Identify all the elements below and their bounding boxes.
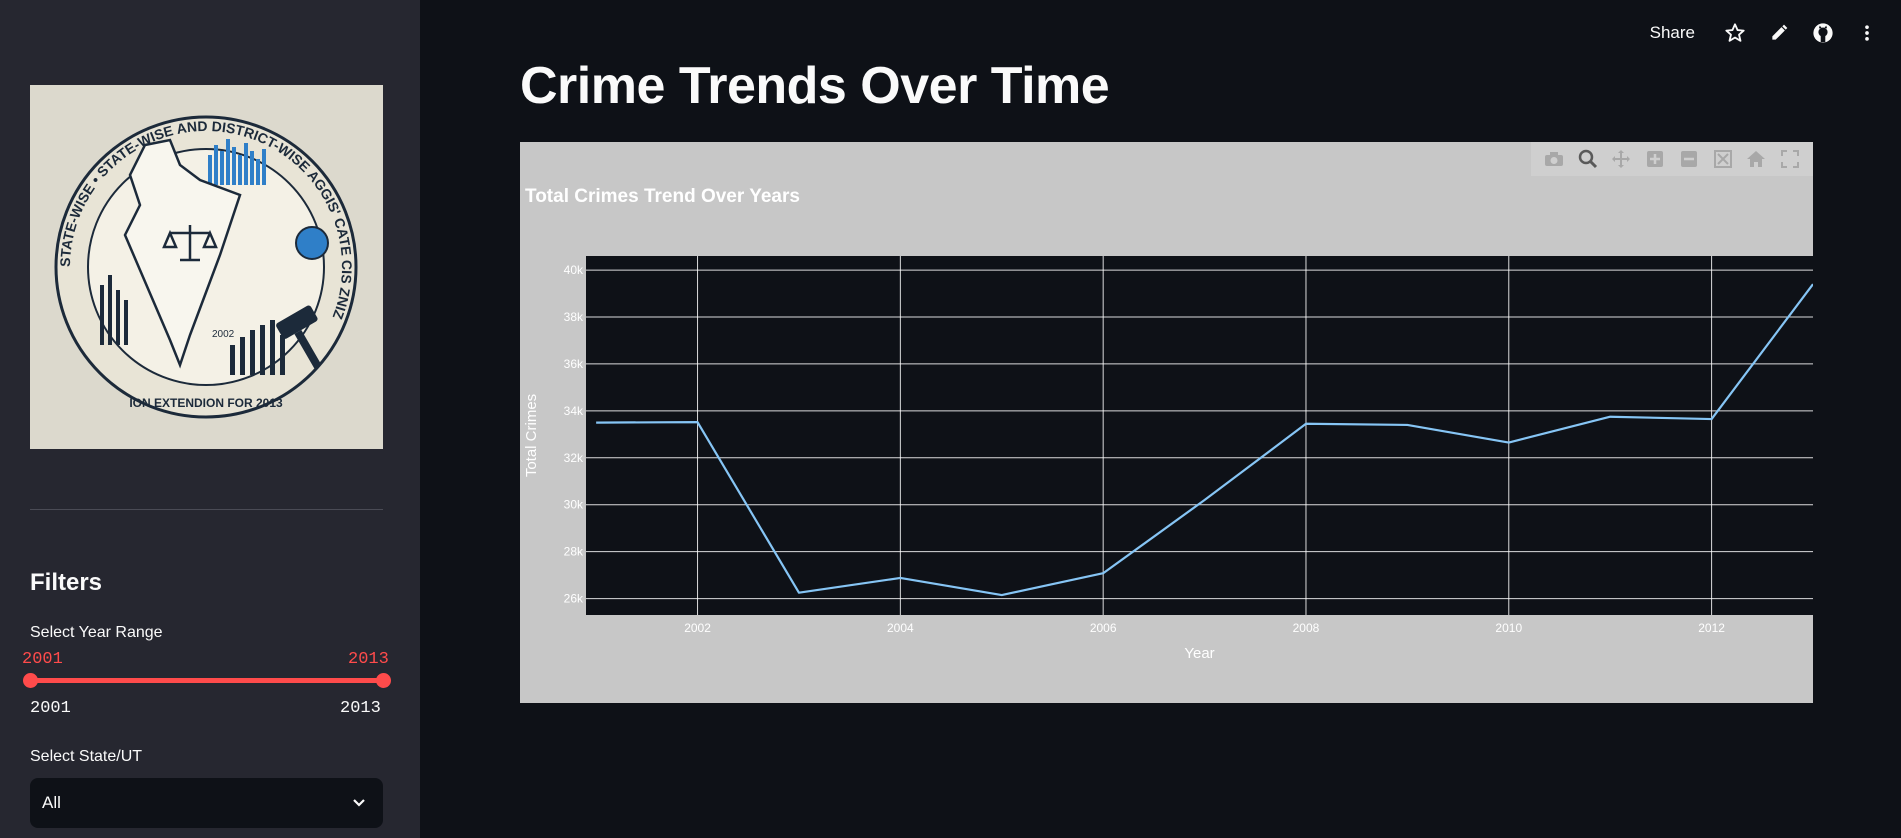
chart-title: Total Crimes Trend Over Years xyxy=(525,186,800,207)
data-point[interactable] xyxy=(1404,422,1410,428)
x-tick-label: 2002 xyxy=(684,621,711,635)
pencil-icon[interactable] xyxy=(1757,18,1801,48)
y-tick-label: 40k xyxy=(564,263,584,277)
data-point[interactable] xyxy=(1100,570,1106,576)
svg-text:2002: 2002 xyxy=(212,329,235,340)
zoom-out-icon[interactable] xyxy=(1678,148,1700,170)
y-tick-label: 28k xyxy=(564,545,584,559)
series-line[interactable] xyxy=(596,283,1813,597)
data-point[interactable] xyxy=(999,592,1005,598)
camera-icon[interactable] xyxy=(1543,148,1565,170)
slider-range-max: 2013 xyxy=(340,699,381,718)
filters-heading: Filters xyxy=(30,569,103,596)
reset-axes-icon[interactable] xyxy=(1745,148,1767,170)
app-toolbar: Share xyxy=(1650,18,1889,48)
slider-selected-max: 2013 xyxy=(348,650,389,669)
page-title: Crime Trends Over Time xyxy=(520,57,1110,115)
slider-range-min: 2001 xyxy=(30,699,71,718)
line-chart[interactable]: 26k 28k 30k 32k 34k 36k 38k 40k 2002 2004 2006 2008… xyxy=(520,142,1813,703)
plot-area xyxy=(586,256,1813,615)
data-point[interactable] xyxy=(1709,416,1715,422)
y-tick-label: 38k xyxy=(564,310,584,324)
state-select-value: All xyxy=(42,793,61,812)
year-range-max-thumb[interactable] xyxy=(376,673,391,688)
y-tick-label: 36k xyxy=(564,357,584,371)
data-point[interactable] xyxy=(796,590,802,596)
data-point[interactable] xyxy=(1506,440,1512,446)
state-select[interactable]: All xyxy=(30,778,383,828)
data-point[interactable] xyxy=(1607,414,1613,420)
chart-modebar xyxy=(1531,142,1813,176)
pan-icon[interactable] xyxy=(1610,148,1632,170)
state-select-label: Select State/UT xyxy=(30,748,143,765)
chevron-down-icon xyxy=(353,799,365,807)
zoom-icon[interactable] xyxy=(1577,148,1599,170)
share-button[interactable]: Share xyxy=(1649,23,1695,42)
github-icon[interactable] xyxy=(1801,18,1845,48)
x-axis-title: Year xyxy=(1184,645,1214,662)
year-range-label: Select Year Range xyxy=(30,624,163,641)
chart-container: 26k 28k 30k 32k 34k 36k 38k 40k 2002 2004 2006 2008… xyxy=(520,142,1813,703)
year-range-slider-track[interactable] xyxy=(30,678,383,683)
y-tick-label: 26k xyxy=(564,592,584,606)
autoscale-icon[interactable] xyxy=(1712,148,1734,170)
x-tick-label: 2004 xyxy=(887,621,914,635)
data-point[interactable] xyxy=(695,419,701,425)
y-axis-title: Total Crimes xyxy=(523,394,540,477)
year-range-min-thumb[interactable] xyxy=(23,673,38,688)
star-icon[interactable] xyxy=(1713,18,1757,48)
zoom-in-icon[interactable] xyxy=(1644,148,1666,170)
x-tick-label: 2008 xyxy=(1293,621,1320,635)
x-tick-label: 2010 xyxy=(1495,621,1522,635)
logo-emblem: STATE-WISE • STATE-WISE AND DISTRICT-WIS… xyxy=(30,85,383,449)
y-tick-label: 32k xyxy=(564,451,584,465)
fullscreen-icon[interactable] xyxy=(1779,148,1801,170)
data-point[interactable] xyxy=(1202,497,1208,503)
slider-selected-min: 2001 xyxy=(22,650,63,669)
y-tick-label: 34k xyxy=(564,404,584,418)
x-tick-label: 2012 xyxy=(1698,621,1725,635)
data-point[interactable] xyxy=(1303,421,1309,427)
more-vertical-icon[interactable] xyxy=(1845,18,1889,48)
logo-image: STATE-WISE • STATE-WISE AND DISTRICT-WIS… xyxy=(30,85,383,449)
svg-text:ION EXTENDION FOR 2013: ION EXTENDION FOR 2013 xyxy=(129,396,283,410)
x-tick-label: 2006 xyxy=(1090,621,1117,635)
sidebar: STATE-WISE • STATE-WISE AND DISTRICT-WIS… xyxy=(0,0,420,838)
data-point[interactable] xyxy=(593,420,599,426)
data-point[interactable] xyxy=(897,575,903,581)
sidebar-divider xyxy=(30,509,383,510)
y-tick-label: 30k xyxy=(564,498,584,512)
